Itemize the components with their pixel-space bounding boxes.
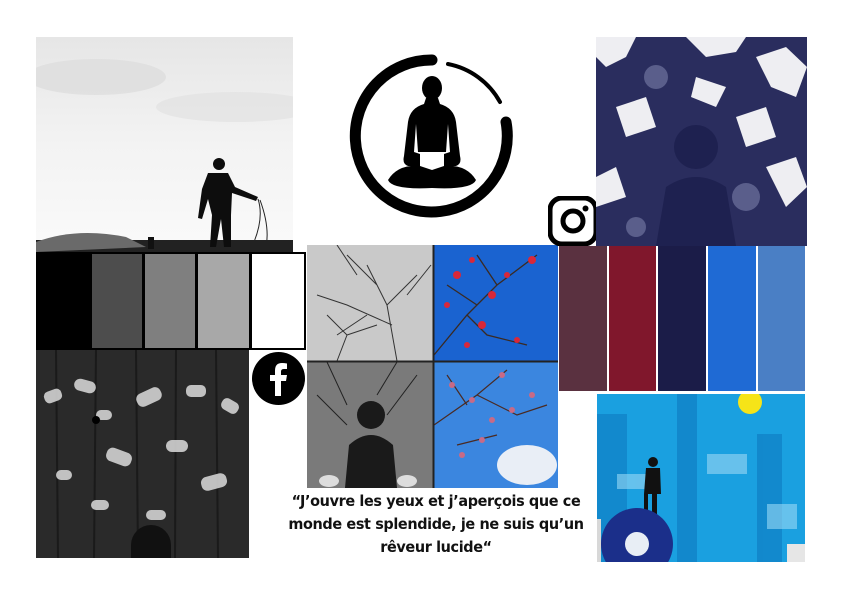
swatch-navy [658,246,706,391]
photo-silhouette-man-rope [36,37,293,252]
swatch-light-blue [758,246,805,391]
photo-collage-trees [307,245,558,488]
photo-blue-painting-figure [597,394,805,562]
meditation-enso-logo [348,52,516,220]
photo-bw-abstract-bokeh [36,350,249,558]
swatch-light-grey [196,252,251,350]
swatch-black [36,252,90,350]
swatch-grey [143,252,197,350]
swatch-white [250,252,306,350]
instagram-icon[interactable] [547,195,599,247]
swatch-burgundy [609,246,656,391]
swatch-plum [559,246,607,391]
palette-colour [559,246,805,391]
palette-monochrome [36,252,306,350]
facebook-icon[interactable] [252,352,305,405]
quote-text: “J’ouvre les yeux et j’aperçois que ce m… [288,492,584,556]
swatch-blue [708,246,756,391]
photo-textured-figure [596,37,807,246]
swatch-dark-grey [90,252,144,350]
